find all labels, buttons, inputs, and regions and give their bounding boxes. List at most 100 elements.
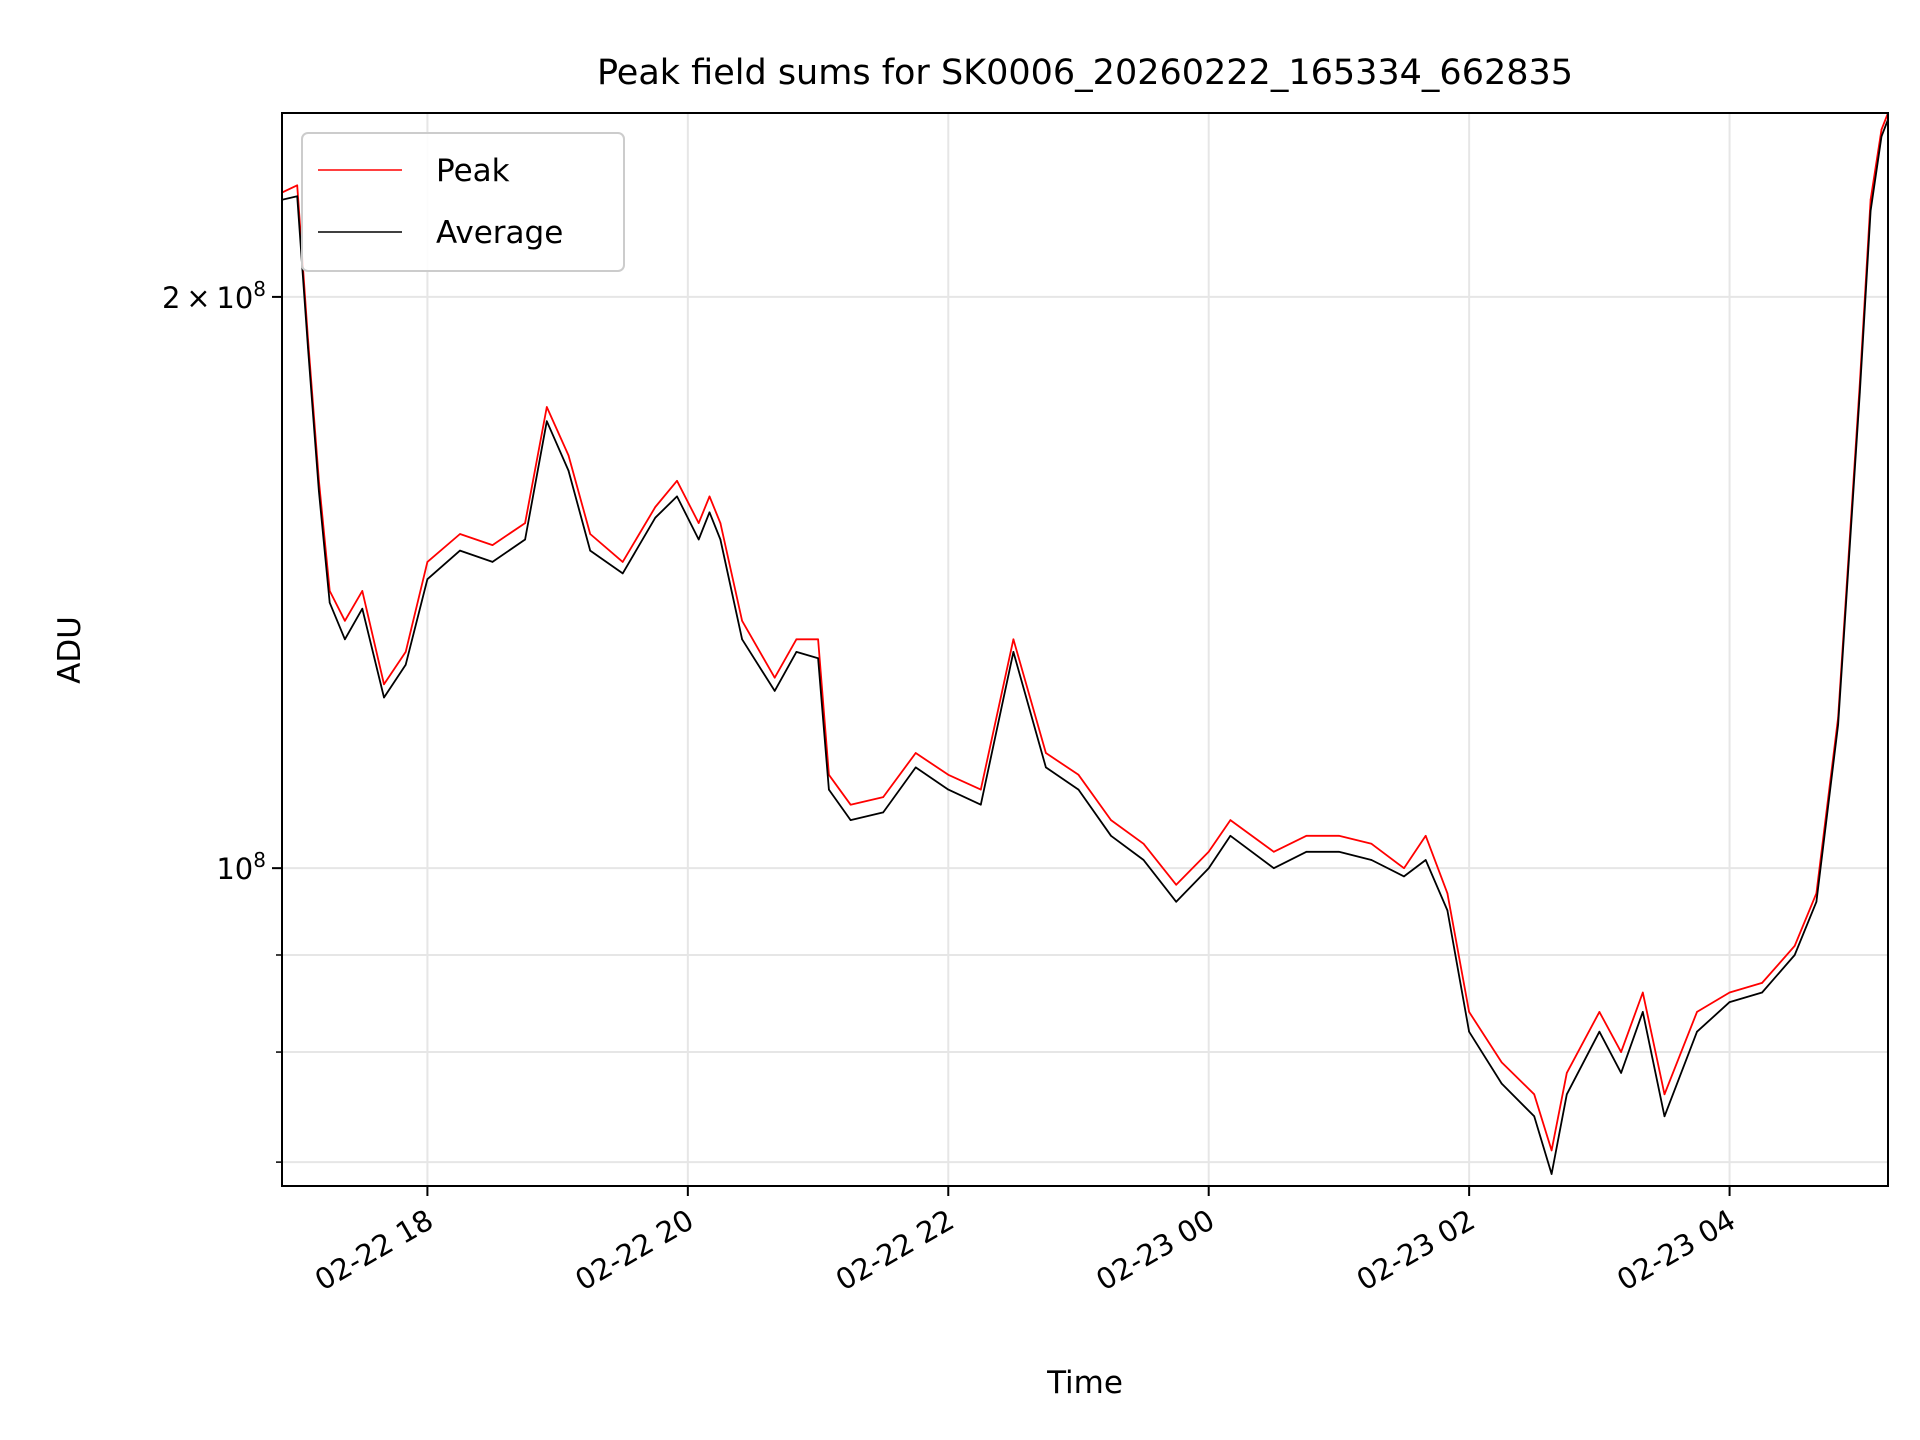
data-point-average xyxy=(383,696,385,699)
data-point-average xyxy=(1566,1093,1568,1096)
data-point-peak xyxy=(947,774,950,776)
data-point-average xyxy=(1273,867,1275,869)
data-point-average xyxy=(459,549,461,552)
data-point-average xyxy=(524,538,526,541)
data-point-average xyxy=(1793,954,1796,956)
data-point-average xyxy=(426,578,429,580)
data-point-average xyxy=(1728,1001,1731,1003)
data-point-peak xyxy=(1370,843,1373,845)
data-point-peak xyxy=(1207,851,1210,853)
legend-label-average: Average xyxy=(436,215,563,251)
data-point-peak xyxy=(1550,1149,1553,1152)
data-point-average xyxy=(1229,835,1232,837)
y-tick-label: 2 × 108 xyxy=(162,277,266,315)
data-point-average xyxy=(914,766,917,769)
data-point-peak xyxy=(1468,1011,1470,1013)
legend: Peak Average xyxy=(301,132,625,272)
data-point-peak xyxy=(1446,892,1449,895)
data-point-average xyxy=(947,788,950,791)
data-point-peak xyxy=(719,522,722,524)
data-point-average xyxy=(1642,1011,1644,1013)
data-point-average xyxy=(1837,724,1839,726)
data-point-peak xyxy=(1012,638,1015,641)
data-point-average xyxy=(1175,901,1177,903)
data-point-average xyxy=(828,788,830,791)
data-point-peak xyxy=(1142,843,1145,845)
data-point-peak xyxy=(1642,991,1644,994)
y-axis-label: ADU xyxy=(52,616,88,684)
data-point-peak xyxy=(773,676,776,679)
data-point-peak xyxy=(404,651,407,653)
data-point-average xyxy=(795,651,798,653)
data-point-average xyxy=(1305,851,1308,853)
data-point-peak xyxy=(1598,1011,1601,1013)
data-point-average xyxy=(1403,875,1405,878)
data-point-average xyxy=(773,690,776,692)
data-point-average xyxy=(1550,1173,1553,1175)
data-point-average xyxy=(980,803,982,806)
data-point-average xyxy=(567,469,570,472)
series-line-average xyxy=(282,119,1888,1175)
data-point-average xyxy=(1620,1072,1622,1074)
data-point-peak xyxy=(1110,819,1112,821)
data-point-peak xyxy=(491,544,494,546)
data-point-average xyxy=(654,516,657,519)
data-point-peak xyxy=(383,683,385,686)
data-point-average xyxy=(1761,991,1763,994)
data-point-average xyxy=(676,495,678,498)
data-point-peak xyxy=(980,788,982,791)
data-point-peak xyxy=(344,620,346,622)
data-point-average xyxy=(1663,1115,1666,1118)
data-point-peak xyxy=(459,533,461,535)
data-point-peak xyxy=(1338,835,1340,837)
data-point-peak xyxy=(1696,1011,1698,1013)
data-point-peak xyxy=(426,561,429,563)
data-point-average xyxy=(307,347,309,349)
data-point-peak xyxy=(1500,1061,1503,1064)
x-axis-label: Time xyxy=(1046,1365,1123,1401)
data-point-peak xyxy=(1880,128,1883,131)
data-point-average xyxy=(1424,859,1427,861)
data-point-peak xyxy=(296,184,299,187)
y-axis-ticks: 108 2 × 108 xyxy=(162,277,282,1163)
data-point-peak xyxy=(361,590,364,592)
data-point-peak xyxy=(817,638,819,641)
data-point-peak xyxy=(697,522,700,524)
data-point-peak xyxy=(621,561,624,563)
data-point-average xyxy=(296,195,299,197)
data-point-peak xyxy=(1273,851,1275,853)
data-point-average xyxy=(404,663,407,666)
data-point-average xyxy=(1500,1082,1503,1085)
data-point-average xyxy=(1533,1115,1535,1118)
data-point-average xyxy=(849,819,852,821)
data-point-average xyxy=(708,511,711,514)
data-point-average xyxy=(318,490,320,493)
data-point-peak xyxy=(1566,1072,1568,1074)
data-point-peak xyxy=(708,495,711,498)
data-point-average xyxy=(1370,859,1373,861)
data-point-average xyxy=(1696,1030,1698,1033)
data-point-peak xyxy=(546,406,548,408)
axes-frame xyxy=(281,112,1889,1187)
data-point-average xyxy=(1142,859,1145,861)
data-point-average xyxy=(1598,1030,1601,1033)
data-point-average xyxy=(589,549,591,552)
data-point-peak xyxy=(1175,884,1177,886)
data-point-average xyxy=(1869,210,1872,212)
data-point-peak xyxy=(741,620,743,622)
data-point-peak xyxy=(1229,819,1232,821)
data-point-peak xyxy=(524,522,526,524)
data-point-average xyxy=(1207,867,1210,869)
data-point-average xyxy=(1045,766,1047,769)
data-point-peak xyxy=(567,454,570,457)
data-point-peak xyxy=(1761,982,1763,984)
data-point-peak xyxy=(882,796,884,798)
data-point-peak xyxy=(1533,1093,1535,1096)
data-point-peak xyxy=(1305,835,1308,837)
data-point-average xyxy=(361,607,364,610)
data-point-peak xyxy=(676,480,678,482)
data-point-average xyxy=(882,811,884,814)
legend-label-peak: Peak xyxy=(436,153,510,189)
